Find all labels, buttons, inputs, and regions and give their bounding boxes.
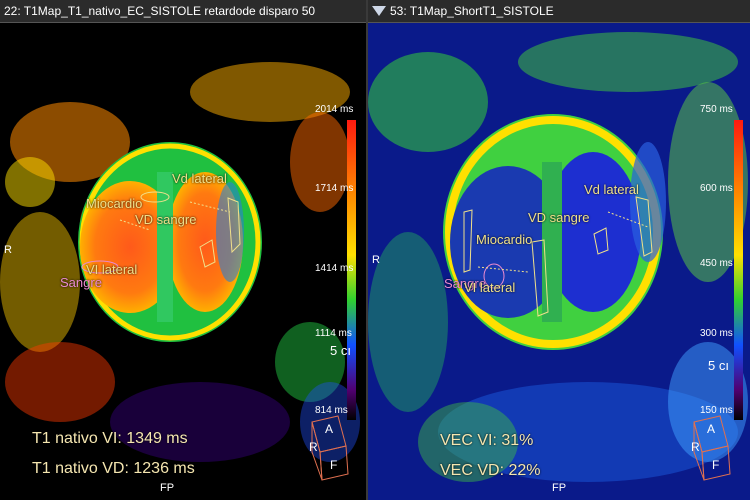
orientation-left-label: R: [4, 244, 12, 256]
roi-label-vd-lateral: Vd lateral: [584, 182, 639, 197]
scale-tick: 1714 ms: [315, 183, 354, 194]
cube-face-r: R: [691, 440, 700, 454]
viewport-left[interactable]: 22: T1Map_T1_nativo_EC_SISTOLE retardode…: [0, 0, 366, 500]
scale-unit-label: 5 cı: [330, 343, 351, 358]
orientation-cube[interactable]: [693, 415, 731, 481]
color-scale-bar: [347, 120, 356, 420]
result-ecv-vd: VEC VD: 22%: [440, 462, 541, 479]
heart-short-axis: [443, 114, 666, 350]
t1-native-map-image[interactable]: [0, 22, 366, 500]
roi-label-vd-sangre: VD sangre: [528, 210, 590, 225]
scale-unit-label: 5 cı: [708, 358, 729, 373]
ecv-map-image[interactable]: [368, 22, 750, 500]
scale-tick-min: 814 ms: [315, 405, 348, 416]
orientation-bottom-label: FP: [160, 482, 175, 494]
scale-tick: 1414 ms: [315, 263, 354, 274]
orientation-cube[interactable]: [311, 415, 349, 481]
orientation-left-label: R: [372, 254, 380, 266]
scale-tick: 600 ms: [700, 183, 733, 194]
viewport-left-title: 22: T1Map_T1_nativo_EC_SISTOLE retardode…: [4, 4, 316, 18]
heart-short-axis: [78, 142, 262, 342]
roi-label-sangre: Sangre: [60, 275, 102, 290]
viewport-separator[interactable]: [366, 0, 368, 500]
cube-face-r: R: [309, 440, 318, 454]
cube-face-a: A: [707, 422, 716, 436]
roi-label-vd-sangre: VD sangre: [135, 212, 197, 227]
result-t1-vi: T1 nativo VI: 1349 ms: [32, 430, 188, 447]
roi-contours: [463, 196, 653, 317]
color-scale-bar: [734, 120, 743, 420]
roi-label-miocardio: Miocardio: [86, 196, 143, 211]
viewport-menu-triangle-icon[interactable]: [372, 6, 386, 16]
roi-label-sangre: Sangre: [444, 276, 486, 291]
scale-tick-max: 2014 ms: [315, 104, 354, 115]
result-t1-vd: T1 nativo VD: 1236 ms: [32, 460, 195, 477]
viewport-left-titlebar[interactable]: 22: T1Map_T1_nativo_EC_SISTOLE retardode…: [0, 0, 366, 23]
background-tissue: [368, 32, 748, 482]
viewport-right-title: 53: T1Map_ShortT1_SISTOLE: [390, 4, 554, 18]
scale-tick: 450 ms: [700, 258, 733, 269]
cube-face-a: A: [325, 422, 334, 436]
scale-tick: 300 ms: [700, 328, 733, 339]
roi-label-miocardio: Miocardio: [476, 232, 533, 247]
viewport-right[interactable]: 53: T1Map_ShortT1_SISTOLE: [368, 0, 750, 500]
scale-tick-max: 750 ms: [700, 104, 733, 115]
cube-face-f: F: [712, 458, 720, 472]
orientation-bottom-label: FP: [552, 482, 567, 494]
scale-tick: 1114 ms: [315, 328, 352, 339]
result-ecv-vi: VEC VI: 31%: [440, 432, 534, 449]
roi-contours: [81, 191, 241, 274]
viewport-right-titlebar[interactable]: 53: T1Map_ShortT1_SISTOLE: [368, 0, 750, 23]
roi-label-vi-lateral: VI lateral: [86, 262, 138, 277]
roi-label-vi-lateral: VI lateral: [464, 280, 516, 295]
scale-tick-min: 150 ms: [700, 405, 733, 416]
roi-label-vd-lateral: Vd lateral: [172, 171, 227, 186]
cube-face-f: F: [330, 458, 338, 472]
